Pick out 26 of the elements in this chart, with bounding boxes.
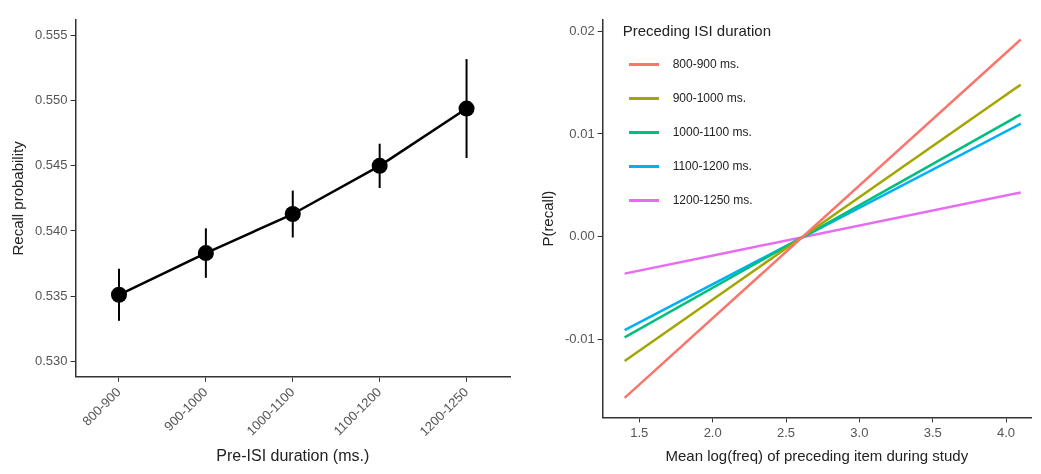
legend-label: 1000-1100 ms. bbox=[672, 125, 752, 139]
y-tick-label: 0.545 bbox=[34, 157, 68, 173]
y-tick-label: 0.530 bbox=[34, 352, 68, 368]
y-tick-label: 0.535 bbox=[34, 287, 68, 303]
x-tick-label: 3.5 bbox=[923, 424, 942, 440]
y-tick-label: 0.540 bbox=[34, 222, 68, 238]
y-tick-label: 0.555 bbox=[34, 27, 68, 43]
legend-label: 1200-1250 ms. bbox=[672, 193, 753, 207]
x-axis-title: Pre-ISI duration (ms.) bbox=[216, 446, 370, 464]
y-tick-label: -0.01 bbox=[564, 330, 595, 346]
legend-label: 900-1000 ms. bbox=[672, 91, 747, 105]
x-tick-label: 2.5 bbox=[776, 424, 796, 440]
legend-label: 800-900 ms. bbox=[672, 57, 740, 71]
x-tick-label: 3.0 bbox=[850, 424, 869, 440]
x-tick-label: 1.5 bbox=[630, 424, 649, 440]
y-tick-label: 0.550 bbox=[34, 92, 68, 108]
y-axis-title: P(recall) bbox=[539, 190, 557, 247]
x-tick-label: 4.0 bbox=[997, 424, 1016, 440]
x-tick-label: 2.0 bbox=[703, 424, 722, 440]
y-tick-label: 0.02 bbox=[569, 22, 595, 38]
y-tick-label: 0.01 bbox=[569, 125, 595, 141]
legend-label: 1100-1200 ms. bbox=[672, 159, 752, 173]
x-axis-title: Mean log(freq) of preceding item during study bbox=[665, 447, 969, 465]
legend-title: Preceding ISI duration bbox=[622, 22, 772, 39]
y-tick-label: 0.00 bbox=[569, 228, 595, 244]
y-axis-title: Recall probability bbox=[9, 140, 27, 256]
